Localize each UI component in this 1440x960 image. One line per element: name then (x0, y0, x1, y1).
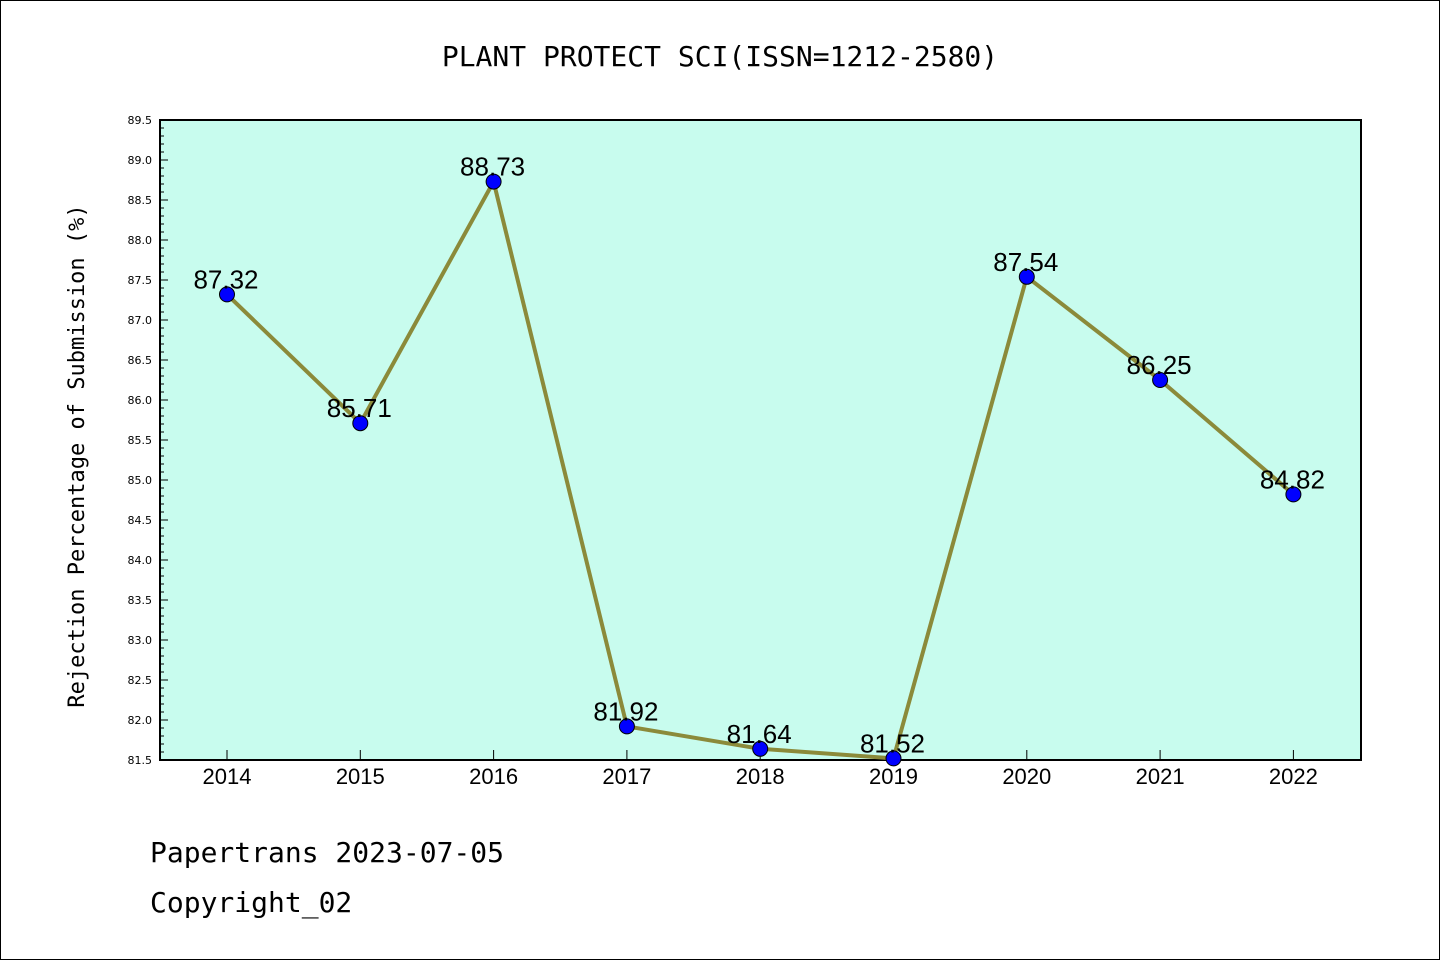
y-tick-label: 89.0 (128, 154, 153, 167)
data-labels: 87.32 85.71 88.73 81.92 81.64 81.52 87.54 86.25… (193, 152, 1324, 759)
data-label: 87.32 (193, 264, 258, 294)
y-tick-label: 88.5 (128, 194, 153, 207)
data-point (1285, 486, 1302, 503)
x-tick-label: 2020 (1002, 764, 1051, 789)
x-axis: 2014 2015 2016 2017 2018 2019 2020 2021 2022 (203, 750, 1318, 789)
data-point (485, 173, 502, 190)
data-label: 84.82 (1260, 464, 1325, 494)
series-layer (219, 173, 1302, 767)
data-point (1152, 372, 1169, 388)
y-tick-label: 86.0 (128, 394, 153, 407)
x-tick-label: 2016 (469, 764, 518, 789)
y-tick-label: 82.5 (128, 674, 153, 687)
y-tick-label: 84.5 (128, 514, 153, 527)
y-tick-label: 89.5 (128, 114, 153, 127)
x-tick-label: 2017 (602, 764, 651, 789)
y-tick-label: 85.5 (128, 434, 153, 447)
y-tick-label: 81.5 (128, 754, 153, 767)
data-label: 81.92 (593, 696, 658, 726)
footer-copyright: Copyright_02 (150, 886, 353, 919)
data-point (1018, 268, 1035, 285)
y-axis: 81.5 82.0 82.5 83.0 83.5 84.0 84.5 85.0 85.5 86.0… (128, 114, 168, 767)
x-tick-label: 2014 (203, 764, 252, 789)
y-tick-label: 85.0 (128, 474, 153, 487)
data-label: 85.71 (327, 393, 392, 423)
data-label: 81.64 (727, 719, 792, 749)
y-tick-label: 82.0 (128, 714, 153, 727)
y-axis-label: Rejection Percentage of Submission (%) (65, 204, 90, 707)
data-label: 87.54 (993, 247, 1058, 277)
data-point (352, 415, 369, 432)
footer-date: Papertrans 2023-07-05 (150, 836, 505, 869)
x-tick-label: 2018 (736, 764, 785, 789)
data-label: 86.25 (1127, 350, 1192, 380)
y-tick-label: 87.0 (128, 314, 153, 327)
plot-area (159, 119, 1362, 761)
chart-title: PLANT PROTECT SCI(ISSN=1212-2580) (442, 40, 998, 73)
y-tick-label: 83.0 (128, 634, 153, 647)
y-tick-label: 86.5 (128, 354, 153, 367)
x-tick-label: 2015 (336, 764, 385, 789)
y-tick-label: 83.5 (128, 594, 153, 607)
y-tick-label: 84.0 (128, 554, 153, 567)
y-tick-label: 88.0 (128, 234, 153, 247)
x-tick-label: 2022 (1269, 764, 1318, 789)
data-point (219, 286, 235, 303)
x-tick-label: 2019 (869, 764, 918, 789)
data-point (618, 718, 635, 735)
x-tick-label: 2021 (1136, 764, 1185, 789)
data-label: 81.52 (860, 728, 925, 758)
data-point (885, 750, 902, 767)
data-label: 88.73 (460, 152, 525, 182)
y-tick-label: 87.5 (128, 274, 153, 287)
data-point (752, 740, 769, 757)
